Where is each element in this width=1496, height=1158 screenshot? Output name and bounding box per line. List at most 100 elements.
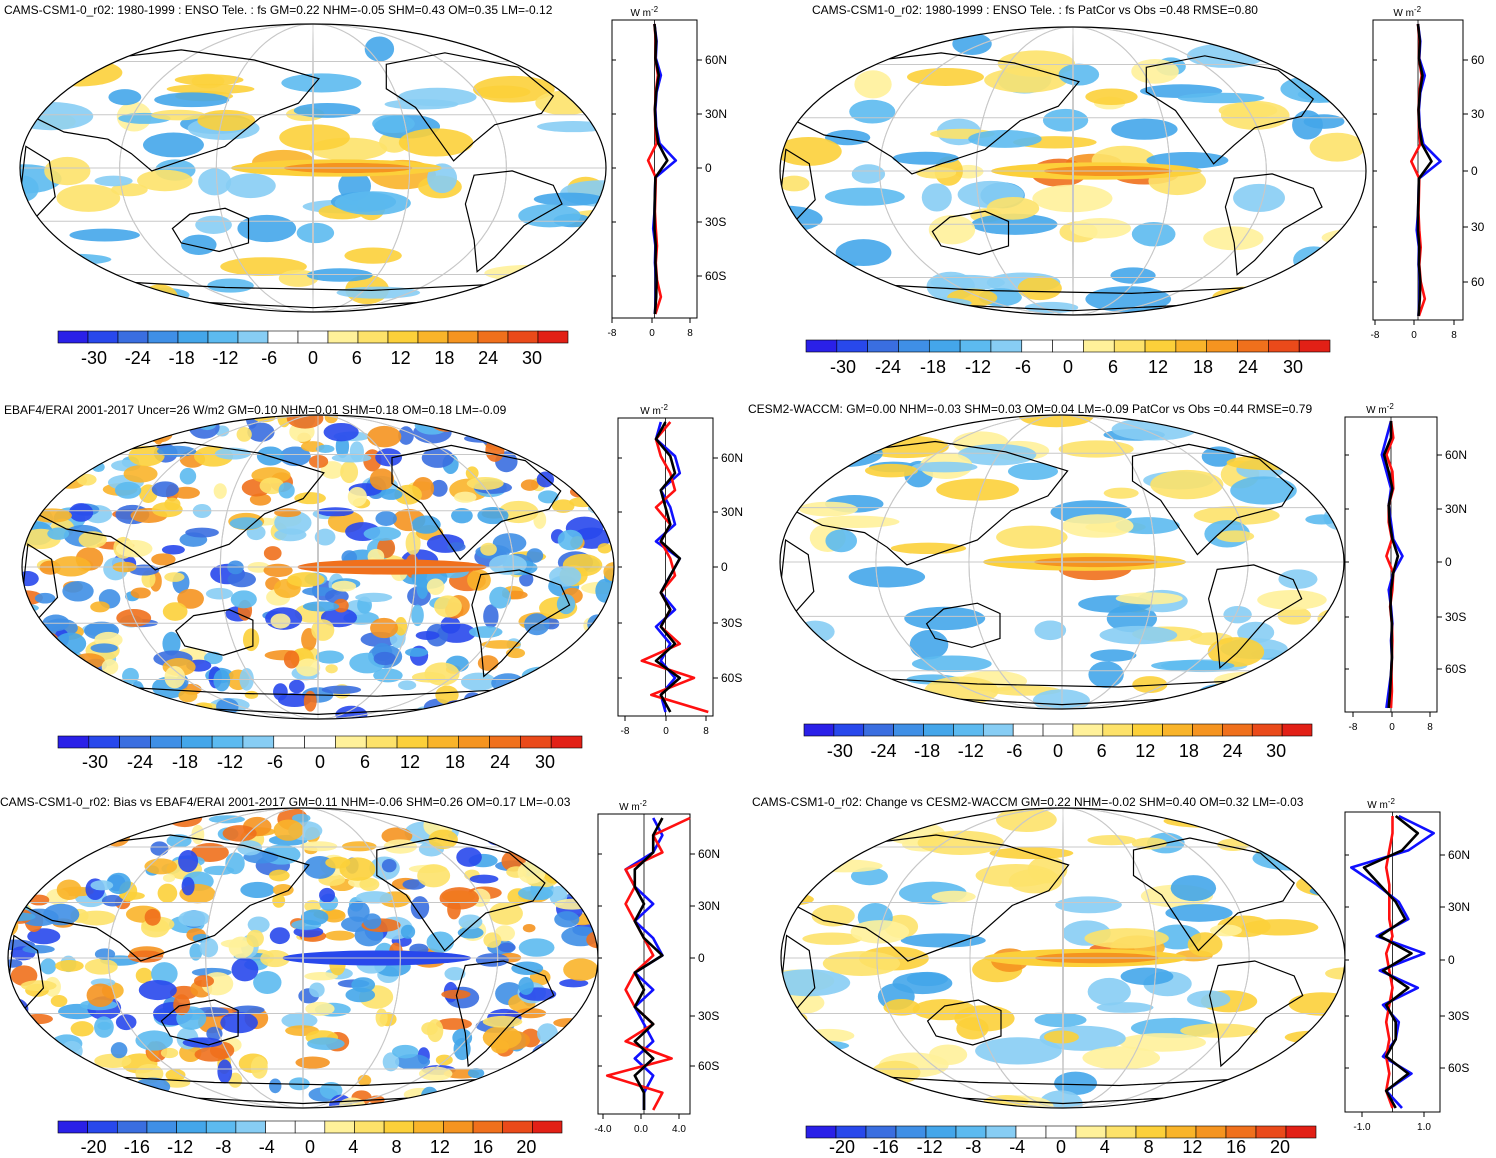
panel-5: CAMS-CSM1-0_r02: Bias vs EBAF4/ERAI 2001…: [0, 795, 720, 1157]
zonal-unit-label: W m-2: [1393, 5, 1421, 19]
zonal-series-red: [640, 421, 709, 714]
zonal-unit-label: W m-2: [640, 403, 668, 417]
x-tick-label: 8: [687, 328, 693, 339]
map-border: [19, 23, 607, 313]
colorbar-tick-label: 0: [1053, 741, 1063, 761]
colorbar-box: [324, 1120, 355, 1134]
zonal-series-black: [1382, 421, 1400, 709]
colorbar-box: [1281, 723, 1313, 737]
colorbar-tick-label: 30: [1266, 741, 1286, 761]
colorbar-box: [57, 330, 89, 344]
zonal-mean-plot: W m-2 60N 30N 0 30S 60S -1.0 1.0: [1344, 797, 1470, 1133]
zonal-mean-plot: W m-2 60N 30N 0 30S 60S -8 0 8: [1344, 402, 1467, 733]
colorbar-box: [1298, 339, 1331, 353]
colorbar-box: [177, 330, 209, 344]
colorbar-tick-label: 0: [305, 1137, 315, 1157]
colorbar-tick-label: 18: [1179, 741, 1199, 761]
colorbar-box: [57, 735, 90, 749]
x-tick-label: -4.0: [594, 1124, 612, 1135]
graticule: [8, 808, 598, 1108]
colorbar-box: [207, 330, 239, 344]
x-tick-label: 1.0: [1417, 1122, 1431, 1133]
map-field: [781, 808, 1345, 1108]
lat-tick-label: 0: [1448, 953, 1455, 967]
colorbar-box: [413, 1120, 444, 1134]
colorbar-box: [502, 1120, 533, 1134]
colorbar-tick-label: 12: [1135, 741, 1155, 761]
lat-tick-label: 60N: [698, 847, 720, 861]
panel-title: CESM2-WACCM: GM=0.00 NHM=-0.03 SHM=0.03 …: [748, 402, 1312, 416]
graticule: [781, 808, 1345, 1108]
x-tick-label: 8: [1451, 330, 1457, 341]
zonal-unit-label: W m-2: [1367, 797, 1395, 811]
colorbar-box: [1113, 339, 1146, 353]
colorbar-tick-label: -6: [1006, 741, 1022, 761]
x-tick-label: -8: [1349, 722, 1358, 733]
colorbar-box: [489, 735, 521, 749]
colorbar-box: [297, 330, 329, 344]
colorbar-tick-label: 24: [1222, 741, 1242, 761]
lat-tick-label: 60: [1471, 275, 1485, 289]
colorbar-tick-label: 20: [516, 1137, 536, 1157]
colorbar-tick-label: -8: [965, 1137, 981, 1157]
colorbar-box: [1206, 339, 1238, 353]
colorbar-box: [550, 735, 583, 749]
lat-tick-label: 60: [1471, 53, 1485, 67]
colorbar-tick-label: -30: [81, 348, 107, 368]
colorbar: -30 -24 -18 -12 -6 0 6 12 18 24 30: [57, 735, 583, 772]
zonal-mean-plot: W m-2 60N 30N 0 30S 60S -4.0 0.0 4.0: [594, 799, 720, 1135]
lat-tick-label: 30S: [698, 1009, 719, 1023]
lat-tick-label: 30S: [721, 616, 742, 630]
lat-tick-label: 60S: [721, 671, 742, 685]
colorbar-box: [1052, 339, 1084, 353]
zonal-series-red: [1384, 816, 1394, 1109]
colorbar-tick-label: -30: [82, 752, 108, 772]
graticule: [780, 415, 1344, 709]
colorbar-box: [520, 735, 552, 749]
zonal-unit-label: W m-2: [1366, 402, 1394, 416]
colorbar-box: [180, 735, 213, 749]
colorbar-tick-label: -20: [81, 1137, 107, 1157]
colorbar-box: [273, 735, 305, 749]
colorbar-tick-label: 24: [478, 348, 498, 368]
colorbar: -20 -16 -12 -8 -4 0 4 8 12 16 20: [805, 1125, 1317, 1157]
colorbar-tick-label: 8: [392, 1137, 402, 1157]
lat-tick-label: 30N: [698, 899, 720, 913]
colorbar-box: [537, 330, 569, 344]
colorbar-box: [147, 330, 179, 344]
zonal-series-red: [605, 816, 691, 1111]
colorbar-box: [982, 723, 1014, 737]
colorbar-box: [267, 330, 299, 344]
lat-tick-label: 30: [1471, 220, 1485, 234]
colorbar-tick-label: 4: [348, 1137, 358, 1157]
colorbar-box: [365, 735, 398, 749]
colorbar-tick-label: 16: [473, 1137, 493, 1157]
graticule: [780, 27, 1366, 315]
colorbar-box: [1251, 723, 1283, 737]
x-tick-label: 0.0: [634, 1124, 648, 1135]
colorbar-box: [1105, 1125, 1137, 1139]
lat-tick-label: 30N: [1445, 502, 1467, 516]
colorbar-tick-label: -4: [259, 1137, 275, 1157]
colorbar-tick-label: -24: [125, 348, 151, 368]
colorbar-box: [836, 339, 868, 353]
colorbar-box: [458, 735, 490, 749]
lat-tick-label: 30S: [1448, 1009, 1469, 1023]
colorbar-box: [1102, 723, 1134, 737]
colorbar-box: [354, 1120, 385, 1134]
colorbar-box: [1192, 723, 1223, 737]
x-tick-label: 0: [649, 328, 655, 339]
colorbar-tick-label: -20: [829, 1137, 855, 1157]
colorbar-box: [294, 1120, 326, 1134]
zonal-mean-plot: W m-2 60 30 0 30 60 -8 0 8: [1371, 5, 1485, 341]
colorbar-box: [928, 339, 961, 353]
lat-tick-label: 30N: [705, 107, 727, 121]
colorbar-tick-label: 18: [1193, 357, 1213, 377]
colorbar-box: [1222, 723, 1253, 737]
colorbar-tick-label: 24: [1238, 357, 1258, 377]
colorbar-box: [1072, 723, 1104, 737]
colorbar-tick-label: 6: [1097, 741, 1107, 761]
colorbar-tick-label: 16: [1226, 1137, 1246, 1157]
colorbar-tick-label: 18: [434, 348, 454, 368]
colorbar-tick-label: 12: [430, 1137, 450, 1157]
